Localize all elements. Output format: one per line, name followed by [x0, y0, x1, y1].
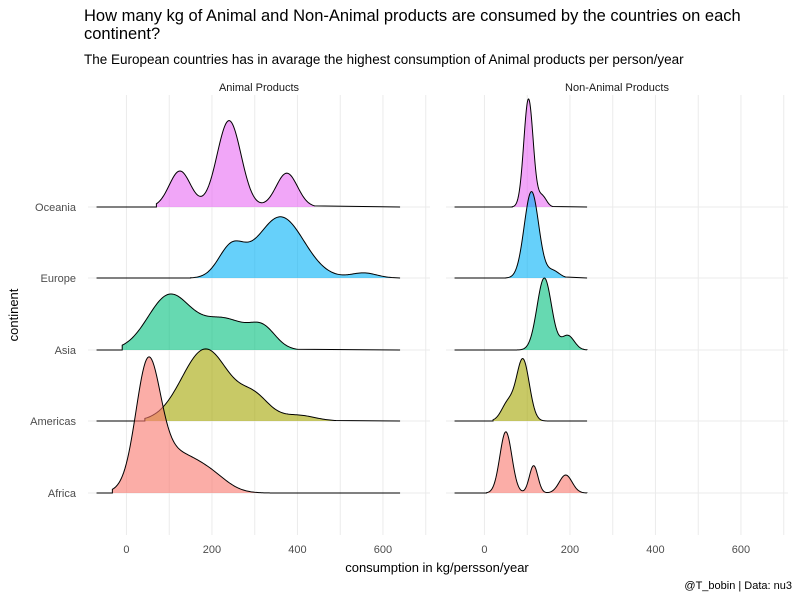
- y-tick-oceania: Oceania: [35, 202, 77, 214]
- x-axis-title: consumption in kg/persson/year: [345, 560, 529, 575]
- ridge-fill-europe-non-animal: [505, 191, 566, 278]
- ridge-fill-oceania-animal: [156, 120, 315, 207]
- ridge-outline-africa-non-animal: [454, 431, 588, 494]
- panel-label-animal: Animal Products: [219, 82, 300, 94]
- ridge-outline-americas-animal: [96, 348, 401, 422]
- y-tick-europe: Europe: [41, 273, 76, 285]
- x-tick-200: 200: [203, 544, 221, 556]
- x-tick-400: 400: [288, 544, 306, 556]
- ridge-fill-americas-non-animal: [493, 358, 553, 421]
- ridge-outline-europe-animal: [96, 216, 401, 279]
- y-tick-africa: Africa: [48, 488, 77, 500]
- ridge-fill-asia-non-animal: [516, 277, 588, 350]
- ridge-fill-africa-animal: [112, 356, 315, 493]
- ridge-fill-europe-animal: [190, 216, 392, 278]
- ridge-fill-africa-non-animal: [486, 431, 588, 493]
- x-tick-200: 200: [561, 544, 579, 556]
- ridge-outline-europe-non-animal: [454, 191, 588, 279]
- chart-title: How many kg of Animal and Non-Animal pro…: [84, 7, 741, 43]
- ridge-outline-asia-animal: [96, 293, 401, 351]
- x-tick-0: 0: [123, 544, 129, 556]
- ridge-outline-americas-non-animal: [454, 358, 588, 422]
- chart-caption: @T_bobin | Data: nu3: [684, 580, 792, 592]
- y-axis-title: continent: [6, 288, 21, 341]
- ridge-outline-oceania-animal: [96, 120, 401, 208]
- y-tick-americas: Americas: [30, 416, 76, 428]
- x-tick-0: 0: [481, 544, 487, 556]
- ridge-fill-oceania-non-animal: [512, 98, 553, 207]
- panel-label-non-animal: Non-Animal Products: [565, 82, 669, 94]
- x-tick-600: 600: [732, 544, 750, 556]
- ridge-fill-asia-animal: [122, 293, 298, 350]
- ridge-outline-africa-animal: [96, 356, 401, 494]
- x-tick-400: 400: [646, 544, 664, 556]
- ridge-fill-americas-animal: [144, 348, 336, 421]
- y-tick-asia: Asia: [55, 345, 77, 357]
- ridge-outline-oceania-non-animal: [454, 98, 588, 208]
- ridge-outline-asia-non-animal: [454, 277, 588, 351]
- chart-subtitle: The European countries has in avarage th…: [84, 52, 684, 67]
- x-tick-600: 600: [374, 544, 392, 556]
